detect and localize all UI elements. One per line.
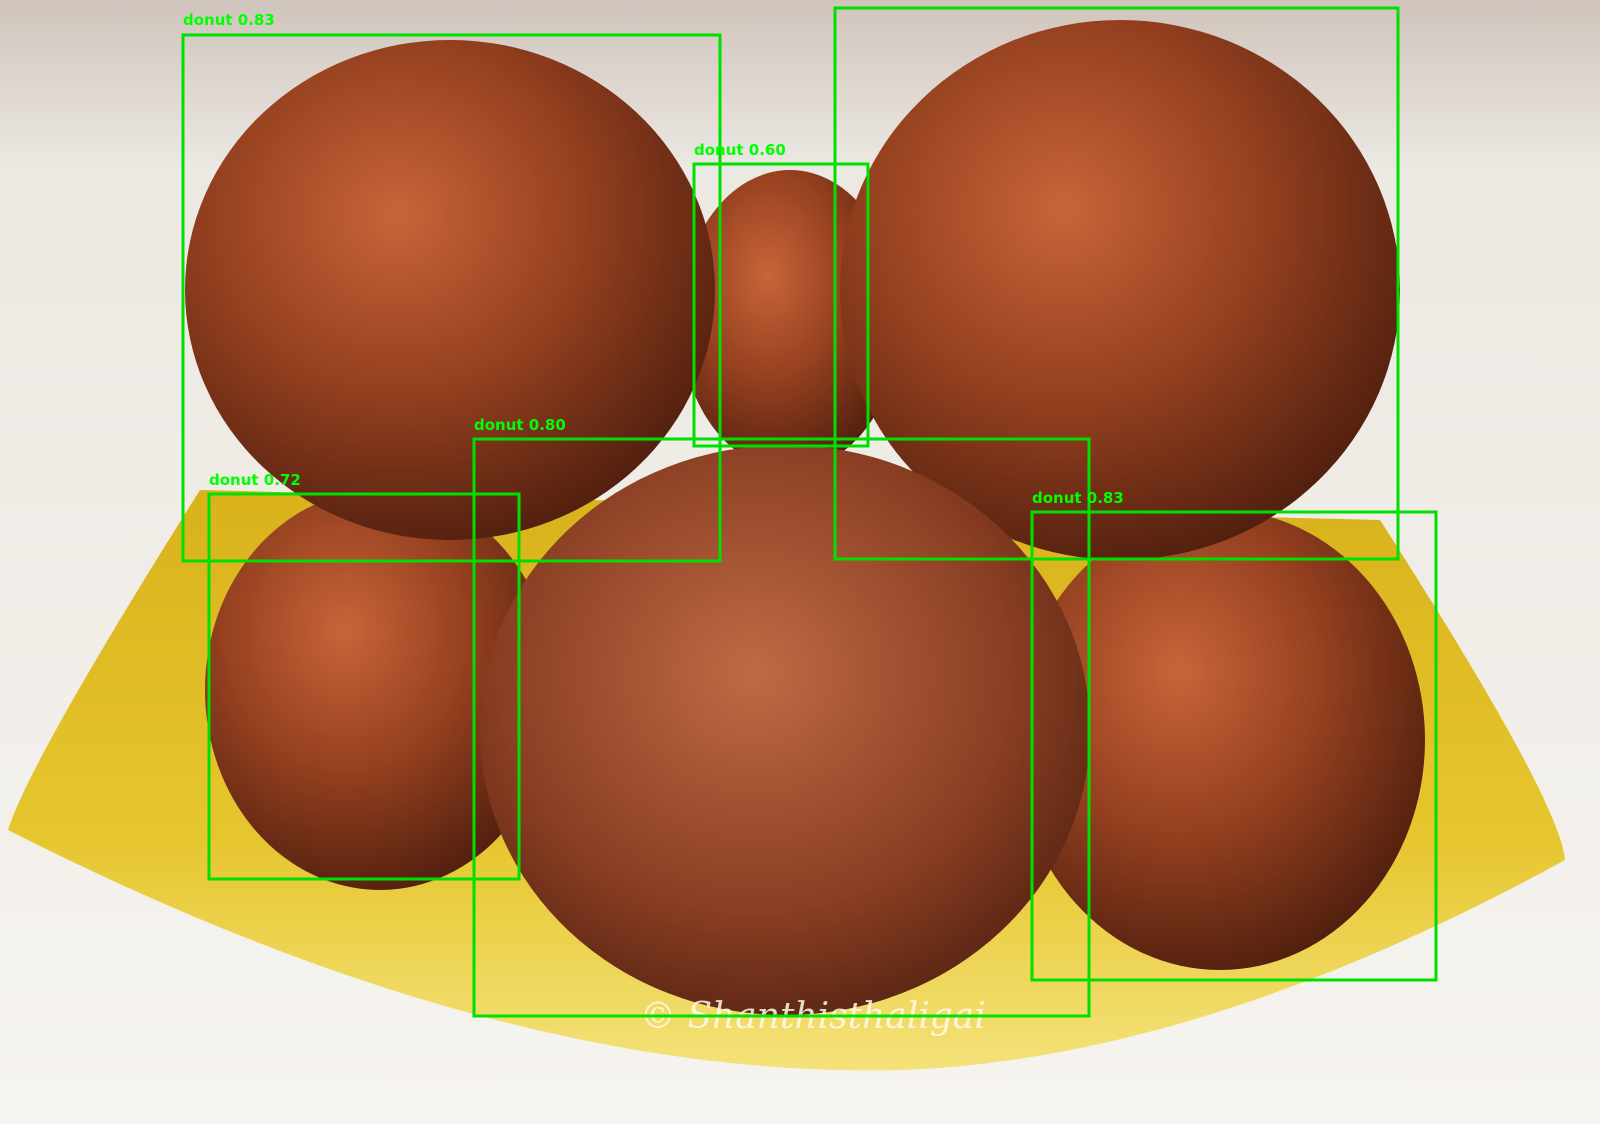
donut (205, 490, 555, 890)
donut (840, 20, 1400, 560)
detection-label: donut 0.80 (474, 416, 566, 434)
donut (1015, 510, 1425, 970)
detection-label: donut 0.60 (694, 141, 786, 159)
detection-label: donut 0.83 (183, 11, 275, 29)
detection-box (833, 6, 1400, 561)
donut (480, 445, 1090, 1015)
detection-box (472, 437, 1091, 1018)
detection-label: donut 0.72 (209, 471, 301, 489)
donut (185, 40, 715, 540)
detection-box (1030, 510, 1438, 982)
detection-box (692, 162, 870, 448)
detection-label: donut 0.83 (1032, 489, 1124, 507)
detection-box (181, 33, 722, 563)
detection-box (207, 492, 521, 881)
